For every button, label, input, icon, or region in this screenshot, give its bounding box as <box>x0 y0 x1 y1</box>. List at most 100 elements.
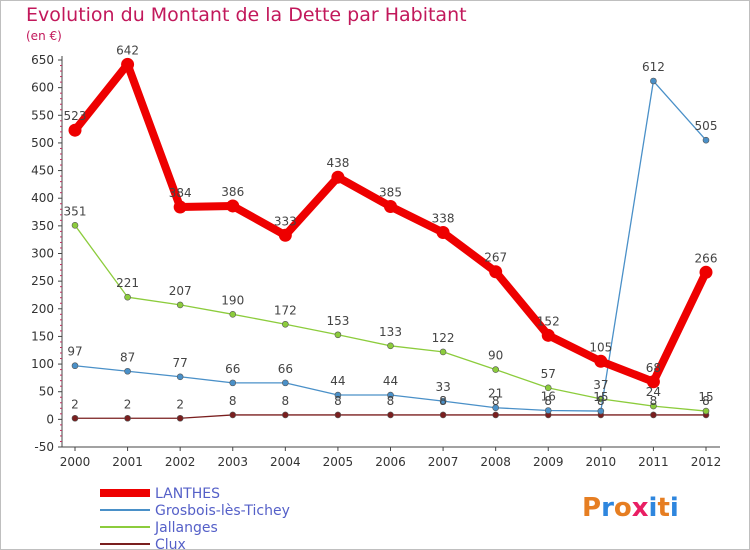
x-tick-label: 2012 <box>691 455 722 469</box>
chart-title: Evolution du Montant de la Dette par Hab… <box>26 4 467 26</box>
data-label: 8 <box>702 394 710 408</box>
data-point <box>439 397 447 405</box>
data-label: 386 <box>221 185 244 199</box>
logo-letter: i <box>670 493 679 523</box>
x-tick-label: 2007 <box>428 455 459 469</box>
y-tick-label: 650 <box>31 53 54 67</box>
data-label: 207 <box>169 284 192 298</box>
data-point <box>387 391 394 399</box>
data-label: 8 <box>439 394 447 408</box>
data-point <box>124 367 131 375</box>
data-label: 57 <box>541 367 556 381</box>
data-point <box>334 391 342 399</box>
legend-label: Clux <box>155 537 186 550</box>
data-label: 221 <box>116 276 139 290</box>
data-point <box>492 366 499 373</box>
proxiti-logo: Proxiti <box>582 493 679 523</box>
legend-label: LANTHES <box>155 486 220 502</box>
data-label: 87 <box>120 350 135 364</box>
data-label: 152 <box>537 314 560 328</box>
logo-letter: P <box>582 493 601 523</box>
y-tick-label: 250 <box>31 274 54 288</box>
data-label: 33 <box>435 380 450 394</box>
data-point <box>646 375 660 389</box>
x-tick-label: 2005 <box>323 455 354 469</box>
data-label: 612 <box>642 60 665 74</box>
data-label: 44 <box>330 374 345 388</box>
data-label: 2 <box>124 397 132 411</box>
data-label: 642 <box>116 43 139 57</box>
logo-letter: x <box>632 493 649 523</box>
data-label: 351 <box>64 204 87 218</box>
data-label: 105 <box>589 340 612 354</box>
data-point <box>384 200 397 214</box>
data-point <box>650 411 657 419</box>
data-point <box>71 414 79 422</box>
data-point <box>489 265 503 279</box>
logo-letter: i <box>649 493 658 523</box>
data-point <box>699 265 713 279</box>
data-point <box>334 331 342 339</box>
data-label: 438 <box>326 156 349 170</box>
data-point <box>541 328 555 342</box>
x-tick-label: 2001 <box>112 455 143 469</box>
y-tick-label: 350 <box>31 219 54 233</box>
data-point <box>71 222 79 229</box>
data-label: 384 <box>169 186 192 200</box>
data-point <box>282 379 289 387</box>
data-point <box>334 411 342 419</box>
data-point <box>387 411 394 419</box>
data-point <box>229 411 237 419</box>
x-tick-label: 2002 <box>165 455 196 469</box>
data-point <box>544 384 552 392</box>
data-label: 8 <box>650 394 658 408</box>
data-point <box>650 77 657 85</box>
legend-label: Jallanges <box>154 520 218 536</box>
data-label: 8 <box>229 394 237 408</box>
data-label: 97 <box>67 345 82 359</box>
legend-label: Grosbois-lès-Tichey <box>155 503 290 519</box>
data-point <box>226 199 240 213</box>
data-point <box>229 379 237 387</box>
data-label: 2 <box>176 397 184 411</box>
data-label: 66 <box>225 362 240 376</box>
x-tick-label: 2003 <box>217 455 248 469</box>
data-label: 68 <box>646 361 661 375</box>
data-point <box>176 301 184 309</box>
data-point <box>68 123 82 137</box>
data-point <box>176 373 184 381</box>
data-label: 16 <box>541 390 556 404</box>
data-label: 385 <box>379 186 402 200</box>
data-label: 44 <box>383 374 398 388</box>
data-point <box>436 225 450 239</box>
data-label: 153 <box>326 314 349 328</box>
x-tick-label: 2004 <box>270 455 301 469</box>
logo-letter: t <box>657 493 669 523</box>
x-tick-label: 2008 <box>480 455 511 469</box>
data-label: 90 <box>488 349 503 363</box>
data-label: 77 <box>173 356 188 370</box>
data-point <box>492 411 499 419</box>
x-tick-label: 2009 <box>533 455 564 469</box>
y-tick-label: -50 <box>34 440 54 454</box>
data-point <box>176 414 184 422</box>
chart-subtitle: (en €) <box>26 29 62 43</box>
y-tick-label: 600 <box>31 81 54 95</box>
data-point <box>278 228 292 242</box>
data-point <box>702 407 710 415</box>
data-point <box>594 354 608 368</box>
logo-letter: r <box>601 493 614 523</box>
data-point <box>121 57 135 71</box>
data-point <box>492 404 499 412</box>
data-point <box>124 414 131 422</box>
y-tick-label: 0 <box>46 412 54 426</box>
data-label: 122 <box>432 331 455 345</box>
data-label: 8 <box>597 394 605 408</box>
data-label: 172 <box>274 303 297 317</box>
data-point <box>702 136 710 144</box>
data-label: 37 <box>593 378 608 392</box>
data-label: 2 <box>71 397 79 411</box>
data-point <box>173 200 187 214</box>
data-point <box>544 407 552 414</box>
